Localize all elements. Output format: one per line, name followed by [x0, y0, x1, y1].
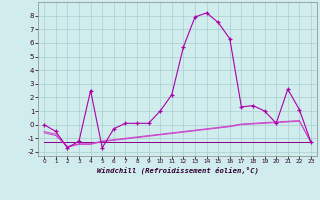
X-axis label: Windchill (Refroidissement éolien,°C): Windchill (Refroidissement éolien,°C)	[97, 167, 259, 174]
